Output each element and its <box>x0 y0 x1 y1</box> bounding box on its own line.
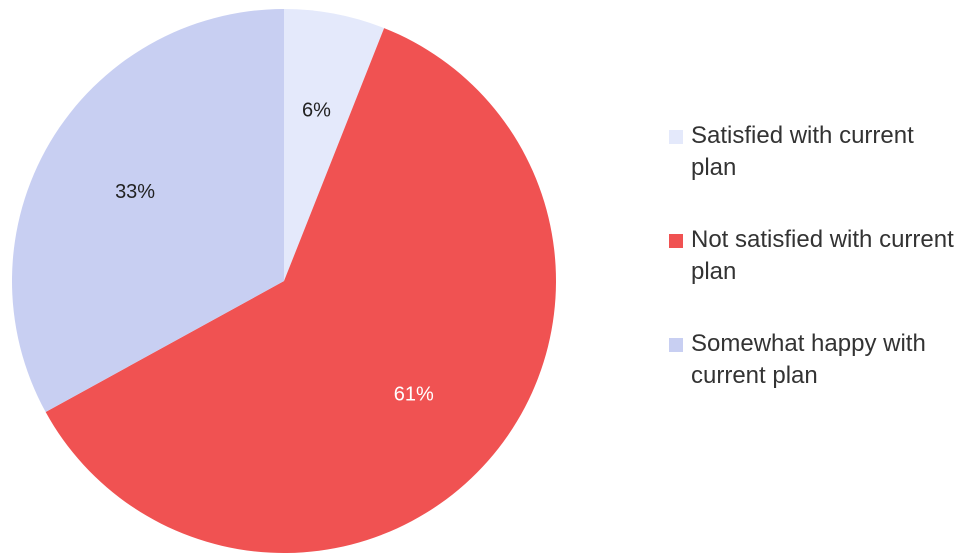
legend-item-satisfied: Satisfied with current plan <box>669 120 959 184</box>
legend-label-somewhat-happy: Somewhat happy with current plan <box>691 330 926 389</box>
pie-slices <box>11 9 556 553</box>
pie-slice-somewhat-happy <box>11 9 284 413</box>
slice-value-label-satisfied: 6% <box>302 99 331 121</box>
pie-slice-satisfied <box>284 9 385 281</box>
legend-item-not-satisfied: Not satisfied with current plan <box>669 224 959 288</box>
slice-labels: 6% 61% 33% <box>115 99 434 405</box>
legend-swatch-not-satisfied <box>669 234 683 248</box>
slice-value-label-not-satisfied: 61% <box>394 384 434 406</box>
legend-item-somewhat-happy: Somewhat happy with current plan <box>669 328 959 392</box>
legend: Satisfied with current plan Not satisfie… <box>669 120 959 432</box>
legend-swatch-satisfied <box>669 130 683 144</box>
pie-slice-not-satisfied <box>45 28 556 553</box>
slice-value-label-somewhat-happy: 33% <box>115 181 155 203</box>
legend-label-satisfied: Satisfied with current plan <box>691 122 914 181</box>
legend-label-not-satisfied: Not satisfied with current plan <box>691 226 954 285</box>
legend-swatch-somewhat-happy <box>669 338 683 352</box>
